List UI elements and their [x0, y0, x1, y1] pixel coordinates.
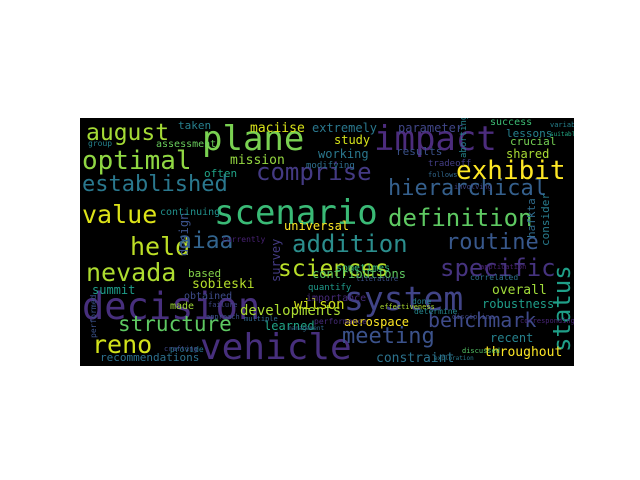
word-system: system — [344, 279, 464, 318]
word-importance: importance — [306, 293, 367, 304]
word-follows: follows — [428, 171, 458, 179]
word-corresponding: corresponding — [520, 317, 574, 325]
word-correlated: correlated — [470, 273, 519, 282]
word-aborting: aborting — [459, 118, 469, 158]
word-parameter: parameter — [398, 121, 464, 135]
word-developments: developments — [240, 303, 342, 319]
word-consider: consider — [539, 193, 552, 246]
word-wilson: wilson — [294, 297, 345, 313]
word-constraint: constraint — [376, 351, 455, 366]
word-robustness: robustness — [482, 297, 555, 311]
word-lessons: lessons — [506, 127, 553, 140]
word-cloud-panel: decision vehicle system scenario plane impact… — [80, 118, 574, 366]
word-sciences: sciences — [278, 256, 389, 282]
word-assessment: assessment — [156, 139, 217, 150]
word-failure: failure — [208, 301, 238, 309]
word-benchmark: benchmark — [428, 308, 537, 332]
word-design: design — [177, 212, 191, 256]
word-overall: overall — [492, 283, 547, 298]
word-made: made — [170, 301, 195, 312]
word-crafting: crafting — [164, 345, 198, 353]
word-maciise: maciise — [250, 121, 305, 136]
word-approach: approach — [206, 313, 240, 321]
word-aiaa: aiaa — [178, 228, 234, 254]
word-recommendations: recommendations — [100, 351, 200, 364]
word-exhibit: exhibit — [456, 156, 566, 186]
word-reno: reno — [92, 330, 153, 359]
word-extremely: extremely — [312, 121, 378, 135]
word-august: august — [86, 120, 170, 146]
word-shared: shared — [506, 147, 550, 161]
word-hierarchical: hierarchical — [388, 176, 547, 201]
word-universal: universal — [284, 219, 350, 233]
word-crucial: crucial — [510, 135, 557, 148]
word-aerospace: aerospace — [344, 315, 410, 329]
word-quantify: quantify — [308, 283, 352, 293]
word-routine: routine — [446, 230, 539, 255]
word-held: held — [130, 232, 191, 261]
word-scenario: scenario — [214, 193, 378, 233]
word-hafkta: hafkta — [525, 198, 538, 238]
word-involving: involving — [454, 183, 492, 191]
word-plane: plane — [202, 119, 305, 159]
word-comprise: comprise — [256, 158, 372, 186]
word-structure: structure — [118, 312, 232, 336]
word-decision: decision — [82, 285, 261, 328]
word-throughout: throughout — [484, 345, 563, 360]
word-modifying: modifying — [306, 161, 355, 171]
word-learned: learned — [264, 319, 315, 333]
word-mission: mission — [230, 153, 285, 168]
word-continuing: continuing — [160, 207, 221, 218]
word-effectiveness: effectiveness — [380, 303, 435, 311]
word-contributions: contributions — [312, 267, 406, 281]
word-summit: summit — [92, 283, 136, 297]
word-working: working — [318, 147, 369, 161]
word-optimal: optimal — [82, 146, 192, 176]
word-specific: specific — [440, 254, 556, 282]
word-success: success — [490, 118, 533, 128]
word-definition: definition — [388, 204, 533, 232]
word-performed: performed — [89, 294, 98, 338]
word-discipline: discipline — [452, 313, 495, 321]
word-literature: literature — [356, 275, 399, 283]
word-addition: addition — [292, 230, 408, 258]
word-discussed: discussed — [462, 347, 500, 355]
word-nevada: nevada — [86, 258, 177, 287]
word-results: results — [396, 145, 443, 158]
word-taken: taken — [178, 119, 212, 132]
word-tradeoff: tradeoff — [428, 159, 472, 169]
word-management: management — [288, 325, 325, 332]
word-value: value — [82, 200, 158, 229]
word-recent: recent — [490, 331, 534, 345]
word-determine: determine — [414, 307, 458, 316]
word-sobieski: sobieski — [192, 277, 255, 292]
word-survey: survey — [269, 238, 283, 282]
word-established: established — [82, 172, 228, 197]
word-based: based — [188, 267, 222, 280]
word-often: often — [204, 167, 238, 180]
word-sometimes: sometimes — [336, 263, 391, 274]
word-suitable: suitable — [550, 131, 574, 138]
word-study: study — [334, 133, 371, 147]
word-variable: variable — [550, 121, 574, 129]
word-done: done — [412, 297, 432, 306]
word-group: group — [88, 139, 113, 148]
word-performance: performance — [314, 317, 367, 326]
word-currently: currently — [222, 235, 266, 244]
word-provide: provide — [170, 345, 204, 354]
word-impact: impact — [374, 119, 497, 159]
word-application: application — [480, 263, 527, 271]
word-exploration: exploration — [434, 355, 474, 362]
word-meeting: meeting — [342, 324, 435, 349]
word-multiple: multiple — [244, 315, 278, 323]
word-vehicle: vehicle — [200, 327, 352, 366]
word-obtained: obtained — [184, 291, 233, 302]
